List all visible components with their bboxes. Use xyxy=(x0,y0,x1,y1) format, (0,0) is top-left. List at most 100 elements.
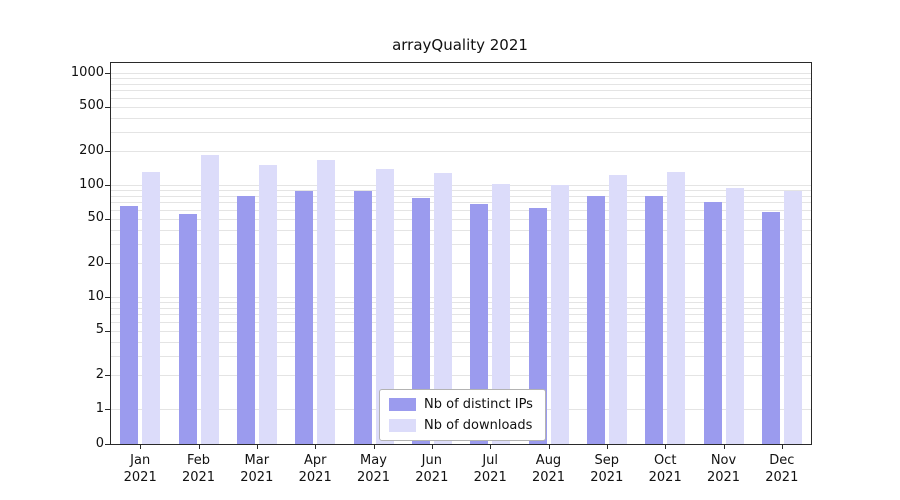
y-axis-tick-label: 20 xyxy=(87,254,104,270)
bar-downloads xyxy=(492,183,511,444)
gridline xyxy=(111,307,811,309)
x-axis-tick-mark xyxy=(723,444,725,449)
x-axis-tick-mark xyxy=(198,444,200,449)
y-axis-tick-mark xyxy=(105,375,111,377)
bar-distinct-ips xyxy=(411,198,430,444)
gridline xyxy=(111,229,811,231)
x-axis-tick-mark xyxy=(490,444,492,449)
y-axis-tick-mark xyxy=(105,297,111,298)
gridline xyxy=(111,185,811,186)
y-axis-tick-label: 0 xyxy=(95,435,104,451)
bar-downloads xyxy=(725,187,744,444)
y-axis-tick-label: 500 xyxy=(79,98,104,114)
x-axis-tick-mark xyxy=(781,444,783,449)
y-axis-tick-label: 50 xyxy=(87,210,104,226)
bar-downloads xyxy=(667,172,686,444)
bar-downloads xyxy=(142,172,161,444)
x-axis-tick-label: Jun 2021 xyxy=(415,453,449,485)
gridline xyxy=(111,314,811,316)
bar-distinct-ips xyxy=(528,208,547,444)
y-axis-tick-mark xyxy=(105,106,111,108)
gridline xyxy=(111,330,811,332)
legend-swatch-downloads xyxy=(389,419,416,432)
bar-downloads xyxy=(375,168,394,444)
bar-distinct-ips xyxy=(178,214,197,444)
x-axis-tick-label: Nov 2021 xyxy=(706,453,741,485)
x-axis-tick-label: Feb 2021 xyxy=(181,453,216,485)
gridline xyxy=(111,73,811,74)
gridline xyxy=(111,131,811,133)
legend-label-distinct-ips: Nb of distinct IPs xyxy=(424,397,533,412)
bar-distinct-ips xyxy=(761,211,780,444)
chart-title: arrayQuality 2021 xyxy=(392,36,528,54)
gridline xyxy=(111,106,811,108)
bar-downloads xyxy=(783,191,802,444)
gridline xyxy=(111,97,811,99)
bar-distinct-ips xyxy=(703,201,722,444)
gridline xyxy=(111,83,811,85)
plot-area: Nb of distinct IPs Nb of downloads Jan 20… xyxy=(105,62,812,485)
gridline xyxy=(111,90,811,92)
legend-swatch-distinct-ips xyxy=(389,398,416,411)
x-axis-tick-mark xyxy=(140,444,142,449)
gridline xyxy=(111,321,811,323)
x-axis-tick-mark xyxy=(256,444,258,449)
y-axis-tick-mark xyxy=(105,218,111,220)
y-axis-tick-mark xyxy=(105,263,111,265)
bar-downloads xyxy=(608,175,627,444)
gridline xyxy=(111,190,811,192)
legend-entry-distinct-ips: Nb of distinct IPs xyxy=(389,397,533,412)
legend-label-downloads: Nb of downloads xyxy=(424,418,533,433)
x-axis-tick-mark xyxy=(373,444,375,449)
y-axis-tick-label: 1 xyxy=(95,400,104,416)
y-axis-tick-mark xyxy=(105,151,111,153)
gridline xyxy=(111,195,811,197)
y-axis-tick-mark xyxy=(105,73,111,74)
gridline xyxy=(111,302,811,304)
x-axis-tick-label: Apr 2021 xyxy=(298,453,332,485)
gridline xyxy=(111,355,811,357)
bar-downloads xyxy=(317,159,336,444)
x-axis-tick-label: Dec 2021 xyxy=(765,453,799,485)
legend: Nb of distinct IPs Nb of downloads xyxy=(379,389,546,441)
bar-distinct-ips xyxy=(236,195,255,444)
x-axis-tick-label: Jan 2021 xyxy=(123,453,157,485)
y-axis-tick-label: 5 xyxy=(95,322,104,338)
x-axis-tick-label: May 2021 xyxy=(356,453,391,485)
gridline xyxy=(111,243,811,245)
y-axis-tick-label: 10 xyxy=(87,288,104,304)
y-axis-tick-mark xyxy=(105,409,111,410)
y-axis-tick-mark xyxy=(105,444,111,445)
bar-distinct-ips xyxy=(120,206,139,444)
gridline xyxy=(111,78,811,80)
x-axis-tick-label: Oct 2021 xyxy=(648,453,682,485)
x-axis-tick-label: Aug 2021 xyxy=(531,453,566,485)
bar-downloads xyxy=(433,173,452,444)
gridline xyxy=(111,202,811,204)
x-axis-tick-mark xyxy=(665,444,667,449)
y-axis-tick-mark xyxy=(105,330,111,332)
x-axis-tick-label: Mar 2021 xyxy=(240,453,274,485)
y-axis-tick-label: 2 xyxy=(95,366,104,382)
bar-downloads xyxy=(200,155,219,444)
gridline xyxy=(111,218,811,220)
x-axis-tick-label: Sep 2021 xyxy=(590,453,624,485)
bar-distinct-ips xyxy=(586,195,605,444)
x-axis-tick-mark xyxy=(431,444,433,449)
bar-downloads xyxy=(258,165,277,444)
bar-distinct-ips xyxy=(645,195,664,444)
y-axis-tick-label: 200 xyxy=(79,142,104,158)
bar-distinct-ips xyxy=(295,191,314,444)
bar-distinct-ips xyxy=(470,203,489,444)
gridline xyxy=(111,117,811,119)
gridline xyxy=(111,263,811,265)
gridline xyxy=(111,341,811,343)
x-axis-tick-mark xyxy=(548,444,550,449)
x-axis-tick-label: Jul 2021 xyxy=(473,453,507,485)
bar-distinct-ips xyxy=(353,191,372,444)
legend-entry-downloads: Nb of downloads xyxy=(389,418,533,433)
x-axis-tick-mark xyxy=(606,444,608,449)
gridline xyxy=(111,297,811,298)
y-axis-tick-label: 100 xyxy=(79,176,104,192)
